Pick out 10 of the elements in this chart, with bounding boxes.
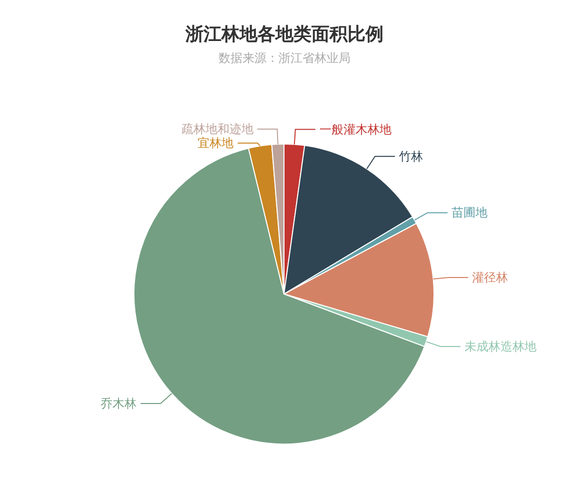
slice-label: 未成林造林地 [464,339,536,354]
chart-subtitle: 数据来源：浙江省林业局 [218,51,350,65]
slice-label: 竹林 [399,149,424,164]
slice-label: 宜林地 [198,136,234,150]
slice-label: 疏林地和迹地 [181,122,254,136]
slice-label: 一般灌木林地 [319,122,392,136]
chart-title: 浙江林地各地类面积比例 [184,24,384,44]
slice-label: 乔木林 [100,396,137,411]
slice-label: 灌径林 [472,270,508,284]
slice-label: 苗圃地 [452,206,488,220]
